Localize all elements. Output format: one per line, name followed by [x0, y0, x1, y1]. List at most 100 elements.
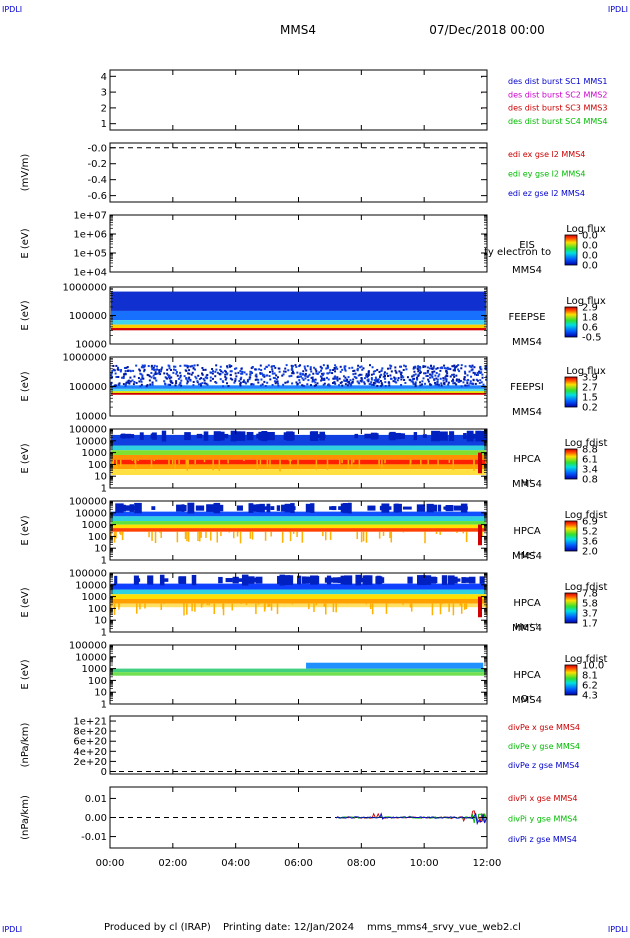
panel-p11-ylabel: (nPa/km) — [20, 795, 31, 840]
panel-p5-pixel — [441, 367, 443, 369]
panel-p5-pixel — [401, 372, 403, 374]
panel-p6-burst — [431, 431, 440, 441]
panel-p7-burst — [115, 503, 123, 512]
panel-p5-pixel — [413, 383, 415, 385]
panel-p5-pixel — [466, 385, 468, 387]
panel-p5-pixel — [300, 376, 302, 378]
panel-p5-pixel — [155, 380, 157, 382]
panel-p5-pixel — [207, 384, 209, 386]
panel-p8-colorbar — [565, 593, 577, 623]
panel-p7-end-event — [478, 525, 482, 546]
panel-p6-streak — [339, 460, 341, 465]
panel-p7-burst — [182, 505, 187, 511]
panel-p5-pixel — [461, 364, 463, 366]
panel-p5-pixel — [481, 381, 483, 383]
panel-p8-end-event — [478, 597, 482, 618]
panel-p5-pixel — [179, 365, 181, 367]
panel-p7-burst — [443, 507, 446, 510]
panel-p5-pixel — [160, 370, 162, 372]
panel-p5-pixel — [428, 381, 430, 383]
panel-p5-pixel — [177, 375, 179, 377]
panel-p5-pixel — [179, 372, 181, 374]
panel-p1-plot-area — [481, 76, 482, 125]
panel-p5-pixel — [310, 366, 312, 368]
panel-p5-pixel — [327, 365, 329, 367]
panel-p5-pixel — [158, 369, 160, 371]
panel-p6-streak — [174, 460, 176, 469]
panel-p5-pixel — [153, 367, 155, 369]
panel-p5-pixel — [123, 377, 125, 379]
panel-p5-pixel — [144, 365, 146, 367]
panel-p4-spectral-band — [111, 328, 486, 330]
panel-p5-pixel — [132, 370, 134, 372]
panel-p5-pixel — [389, 365, 391, 367]
panel-p1-ytick-label: 3 — [101, 88, 107, 99]
panel-p5-pixel — [230, 374, 232, 376]
panel-p3-ylabel: E (eV) — [20, 228, 31, 258]
panel-p8-streak — [114, 604, 116, 615]
panel-p5-pixel — [398, 377, 400, 379]
panel-p8-ytick-label: 10000 — [75, 580, 107, 591]
panel-p5-pixel — [249, 374, 251, 376]
panel-p7-streak — [282, 532, 284, 543]
panel-p5-pixel — [380, 380, 382, 382]
panel-p5-pixel — [387, 375, 389, 377]
panel-p11-legend-entry: divPi z gse MMS4 — [508, 835, 577, 844]
panel-p5-pixel — [192, 384, 194, 386]
panel-p6-streak — [194, 460, 196, 464]
panel-p5-pixel — [180, 385, 182, 387]
panel-p5-pixel — [483, 384, 485, 386]
panel-p5-pixel — [284, 382, 286, 384]
panel-p5-pixel — [271, 368, 273, 370]
panel-p5-pixel — [115, 365, 117, 367]
panel-p7-streak — [330, 532, 332, 540]
panel-p5-pixel — [458, 379, 460, 381]
panel-p5-pixel — [367, 380, 369, 382]
panel-p5-pixel — [250, 383, 252, 385]
panel-p5-pixel — [184, 365, 186, 367]
panel-p7-streak — [439, 532, 441, 535]
panel-p7-burst — [271, 506, 275, 510]
panel-p5-pixel — [274, 367, 276, 369]
panel-p5-pixel — [249, 371, 251, 373]
panel-p8-burst — [430, 577, 437, 583]
panel-p5-pixel — [346, 379, 348, 381]
panel-p5-spacecraft: MMS4 — [512, 407, 542, 418]
panel-p5-pixel — [393, 380, 395, 382]
panel-p5-pixel — [384, 381, 386, 383]
panel-p5-pixel — [282, 384, 284, 386]
panel-p5-pixel — [397, 379, 399, 381]
panel-p1-ytick-label: 2 — [101, 103, 107, 114]
panel-p1-legend-entry: des dist burst SC4 MMS4 — [508, 117, 607, 126]
panel-p10-ylabel: (nPa/km) — [20, 723, 31, 768]
panel-p5-pixel — [461, 385, 463, 387]
panel-p4-ylabel: E (eV) — [20, 300, 31, 330]
panel-p5-pixel — [364, 377, 366, 379]
panel-p5-pixel — [240, 368, 242, 370]
panel-p5-pixel — [470, 376, 472, 378]
panel-p5-pixel — [364, 383, 366, 385]
panel-p5-pixel — [441, 384, 443, 386]
panel-p7-streak — [363, 532, 365, 542]
panel-p5-pixel — [327, 367, 329, 369]
panel-p5-pixel — [298, 379, 300, 381]
panel-p7-streak — [265, 532, 267, 541]
panel-p1-legend-entry: des dist burst SC2 MMS2 — [508, 90, 607, 99]
panel-p8-streak — [277, 604, 279, 614]
panel-p6-streak — [410, 460, 412, 467]
panel-p1-legend-entry: des dist burst SC1 MMS1 — [508, 77, 607, 86]
panel-p7-burst — [213, 503, 220, 513]
panel-p7-streak — [361, 532, 363, 543]
panel-p8-streak — [201, 604, 203, 608]
panel-p5-pixel — [276, 378, 278, 380]
panel-p6-streak — [178, 460, 180, 464]
panel-p5-pixel — [429, 367, 431, 369]
panel-p5-pixel — [371, 374, 373, 376]
panel-p7-burst — [332, 506, 337, 510]
panel-p4-spectral-band — [111, 311, 486, 320]
panel-p8-burst — [452, 577, 457, 584]
panel-p5-pixel — [214, 371, 216, 373]
panel-p5-pixel — [417, 375, 419, 377]
